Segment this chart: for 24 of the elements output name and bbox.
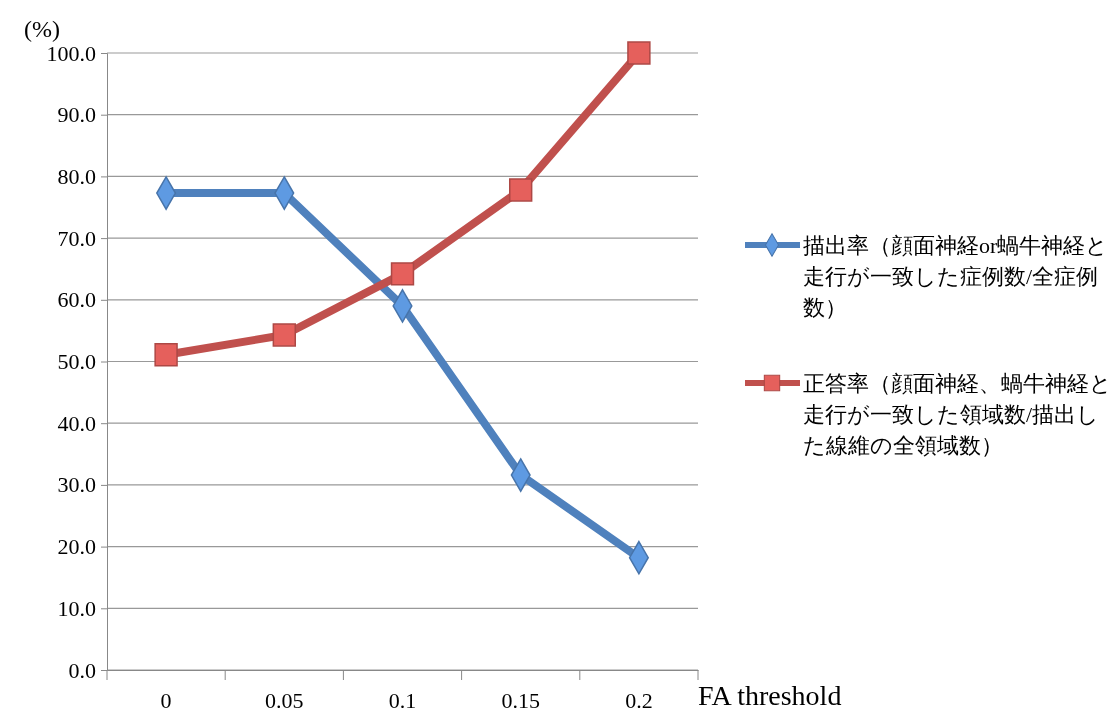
y-tick-label: 10.0 <box>57 595 96 621</box>
point <box>509 178 533 202</box>
y-tick-label: 30.0 <box>57 472 96 498</box>
x-tick-label: 0.15 <box>501 688 540 714</box>
y-tick-label: 80.0 <box>57 163 96 189</box>
y-tick-label: 70.0 <box>57 225 96 251</box>
x-tick-label: 0.05 <box>265 688 304 714</box>
x-tick-label: 0.2 <box>625 688 653 714</box>
y-tick-label: 60.0 <box>57 287 96 313</box>
point <box>272 323 296 347</box>
x-axis-title: FA threshold <box>698 680 842 711</box>
legend-label: 正答率（顔面神経、蝸牛神経と走行が一致した領域数/描出した線維の全領域数） <box>803 371 1110 458</box>
point <box>627 41 651 65</box>
y-axis-title: (%) <box>24 16 60 42</box>
y-tick-label: 40.0 <box>57 410 96 436</box>
y-tick-label: 90.0 <box>57 102 96 128</box>
y-tick-label: 0.0 <box>68 657 96 683</box>
point <box>154 343 178 367</box>
x-tick-label: 0 <box>160 688 172 714</box>
y-tick-label: 50.0 <box>57 349 96 375</box>
legend-label: 描出率（顔面神経or蝸牛神経と走行が一致した症例数/全症例数） <box>803 233 1109 320</box>
point <box>390 262 415 286</box>
y-tick-label: 20.0 <box>57 534 96 560</box>
x-tick-label: 0.1 <box>388 688 417 714</box>
